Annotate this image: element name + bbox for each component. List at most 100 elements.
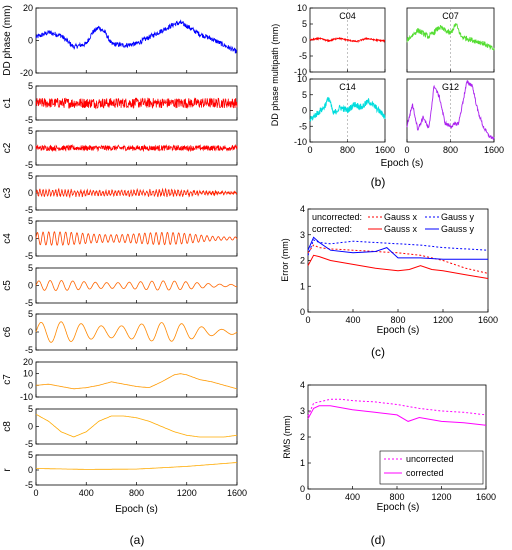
panel-a-subplot-2-ylabel: c2 <box>2 142 13 153</box>
panel-c-ytick-label: 2 <box>300 256 305 266</box>
panel-a-subplot-7-ylabel: c7 <box>2 374 13 385</box>
panel-b-subplot-c14-ytick-label: 5 <box>302 90 307 100</box>
panel-a-subplot-0-ytick-label: -20 <box>20 68 33 78</box>
panel-a-subplot-9-ytick-label: 0 <box>28 465 33 475</box>
panel-a-subplot-1-series-line <box>35 97 238 110</box>
panel-a-subplot-4-ytick-label: -5 <box>25 251 33 261</box>
panel-a-subplot-3-ytick-label: 5 <box>28 171 33 181</box>
panel-d-legend-label: uncorrected <box>406 454 454 464</box>
panel-a-subplot-9-series-line <box>36 462 238 470</box>
panel-a-subplot-1-ytick-label: 5 <box>28 81 33 91</box>
panel-a-subplot-6-ytick-label: 5 <box>28 309 33 319</box>
panel-label-a: (a) <box>130 533 145 547</box>
panel-a-subplot-1-ytick-label: -5 <box>25 115 33 125</box>
panel-a-subplot-5-ylabel: c5 <box>2 280 13 291</box>
panel-b-subplot-c04-ytick-label: 0 <box>302 35 307 45</box>
panel-b-subplot-c14-series-line <box>309 96 386 122</box>
panel-b-xlabel: Epoch (s) <box>381 158 424 169</box>
panel-a-subplot-3-ytick-label: 0 <box>28 188 33 198</box>
panel-b-subplot-c14-ytick-label: 0 <box>302 106 307 116</box>
panel-d-xlabel: Epoch (s) <box>377 502 420 513</box>
panel-b-subplot-c14-ytick-label: -10 <box>294 137 307 147</box>
panel-a-subplot-9-xtick-label: 400 <box>79 488 94 498</box>
panel-d-legend-box <box>379 450 484 485</box>
panel-c-ytick-label: 0 <box>300 307 305 317</box>
panel-a-subplot-5-series-line <box>35 280 237 291</box>
panel-c-ytick-label: 1 <box>300 281 305 291</box>
panel-b-subplot-c04-ytick-label: -5 <box>299 51 307 61</box>
panel-d-ytick-label: 1 <box>300 458 305 468</box>
panel-b-subplot-c07-title: C07 <box>442 11 459 21</box>
panel-c-series-corrected-gauss-x <box>307 254 489 279</box>
panel-a-subplot-4-frame <box>35 220 238 257</box>
panel-a-subplot-3-ylabel: c3 <box>2 187 13 198</box>
panel-a-subplot-0-frame <box>35 7 238 74</box>
panel-a-subplot-7-ytick-label: 20 <box>23 357 33 367</box>
panel-c-xtick-label: 1200 <box>433 315 453 325</box>
panel-d-ylabel: RMS (mm) <box>282 415 292 459</box>
panel-a-subplot-6-ytick-label: 0 <box>28 327 33 337</box>
panel-a-subplot-8-series-line <box>35 413 238 438</box>
panel-a-subplot-9-ytick-label: 5 <box>28 450 33 460</box>
panel-a-subplot-7-ytick-label: 10 <box>23 369 33 379</box>
panel-label-d: (d) <box>371 533 386 547</box>
panel-a-subplot-9-ytick-label: -5 <box>25 480 33 490</box>
panel-c-xtick-label: 1600 <box>478 315 498 325</box>
panel-label-c: (c) <box>371 345 385 359</box>
panel-c-xtick-label: 400 <box>345 315 360 325</box>
panel-c-series-corrected-gauss-y <box>307 236 488 260</box>
panel-b-ylabel: DD phase multipath (mm) <box>270 24 280 127</box>
panel-c-frame <box>307 208 489 313</box>
panel-a-subplot-3-series-line <box>35 187 238 199</box>
panel-a-subplot-4-ylabel: c4 <box>2 233 13 244</box>
panel-a-subplot-7-ytick-label: 0 <box>28 380 33 390</box>
panel-a-subplot-7-series-line <box>35 373 238 390</box>
panel-b-subplot-g12-xtick-label: 800 <box>443 145 458 155</box>
panel-a-subplot-2-ytick-label: -5 <box>25 160 33 170</box>
panel-a-subplot-9-ylabel: r <box>2 468 13 472</box>
panel-d-xtick-label: 400 <box>345 492 360 502</box>
panel-a-subplot-2-series-line <box>35 143 238 153</box>
panel-a-subplot-0-ytick-label: 20 <box>23 3 33 13</box>
panel-a-subplot-4-ytick-label: 5 <box>28 216 33 226</box>
panel-a-xlabel: Epoch (s) <box>115 504 158 515</box>
panel-c-legend-row-label: uncorrected: <box>312 212 362 222</box>
panel-c-legend-label: Gauss y <box>441 224 475 234</box>
panel-c-series-uncorrected-gauss-y <box>307 239 489 256</box>
panel-c-legend-label: Gauss x <box>384 212 418 222</box>
panel-a-subplot-1-ylabel: c1 <box>2 97 13 108</box>
panel-d-ytick-label: 4 <box>300 380 305 390</box>
panel-b-subplot-c14-xtick-label: 0 <box>307 145 312 155</box>
panel-b-subplot-c14-xtick-label: 800 <box>340 145 355 155</box>
panel-a-subplot-7-ytick-label: -10 <box>20 392 33 402</box>
panel-label-b: (b) <box>371 175 386 189</box>
panel-b-subplot-g12-series-line <box>406 79 495 140</box>
panel-a-subplot-2-ytick-label: 0 <box>28 143 33 153</box>
panel-a-subplot-5-ytick-label: 0 <box>28 281 33 291</box>
panel-a-subplot-9-xtick-label: 1600 <box>227 488 247 498</box>
panel-a-subplot-0-ytick-label: 0 <box>28 36 33 46</box>
panel-a-subplot-6-ylabel: c6 <box>2 326 13 337</box>
panel-a-subplot-6-ytick-label: -5 <box>25 345 33 355</box>
panel-c-legend-label: Gauss x <box>384 224 418 234</box>
panel-d-xtick-label: 1200 <box>431 492 451 502</box>
panel-d-series-uncorrected <box>307 398 487 417</box>
panel-a-subplot-9-frame <box>35 454 238 486</box>
panel-b-subplot-g12-xtick-label: 1600 <box>484 145 504 155</box>
panel-a-subplot-3-ytick-label: -5 <box>25 205 33 215</box>
panel-d-ytick-label: 2 <box>300 432 305 442</box>
panel-c-ytick-label: 3 <box>300 230 305 240</box>
panel-c-xtick-label: 0 <box>305 315 310 325</box>
panel-b-subplot-c14-ytick-label: -5 <box>299 121 307 131</box>
panel-d-xtick-label: 1600 <box>476 492 496 502</box>
panel-b-subplot-c04-ytick-label: 10 <box>297 3 307 13</box>
panel-a-subplot-9-xtick-label: 0 <box>33 488 38 498</box>
panel-a-subplot-7-frame <box>35 361 238 398</box>
panel-d-xtick-label: 800 <box>389 492 404 502</box>
panel-a-subplot-5-ytick-label: -5 <box>25 298 33 308</box>
panel-c: 4 3 2 1 00 400 800 1200 1600 uncorrected: correcte… <box>280 204 498 336</box>
panel-d-ytick-label: 0 <box>300 484 305 494</box>
panel-d: 4 3 2 1 00 400 800 1200 1600 uncorrected corrected… <box>282 380 496 513</box>
